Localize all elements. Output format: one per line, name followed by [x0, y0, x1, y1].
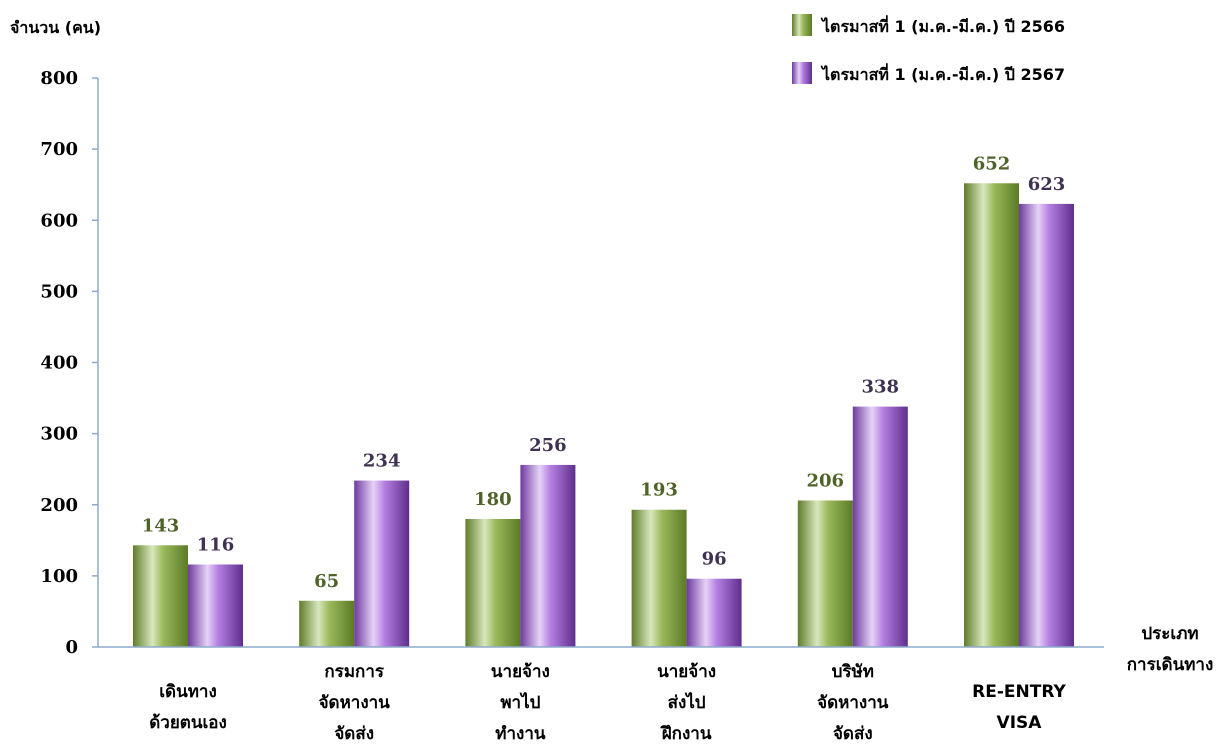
- data-label-s2-c5: 338: [862, 377, 900, 398]
- legend-swatch-2567: [792, 62, 812, 84]
- x-category-label-1-line-2: ด้วยตนเอง: [149, 713, 227, 733]
- data-label-s1-c5: 206: [807, 470, 845, 491]
- x-category-label-5-line-3: จัดส่ง: [833, 724, 873, 744]
- bar-s1-c3: [465, 518, 521, 647]
- bar-s1-c6: [964, 183, 1019, 647]
- data-label-s1-c6: 652: [973, 153, 1011, 174]
- y-tick-label-600: 600: [40, 210, 78, 231]
- legend-label-2567: ไตรมาสที่ 1 (ม.ค.-มี.ค.) ปี 2567: [820, 63, 1065, 84]
- x-category-label-4-line-2: ส่งไป: [668, 692, 706, 713]
- data-label-s2-c4: 96: [702, 549, 727, 570]
- x-axis-title-line-2: การเดินทาง: [1127, 655, 1214, 675]
- data-label-s1-c1: 143: [142, 515, 180, 536]
- data-label-s1-c2: 65: [314, 571, 339, 592]
- bar-s2-c6: [1019, 203, 1074, 648]
- data-label-s2-c1: 116: [197, 534, 235, 555]
- y-tick-label-200: 200: [40, 495, 78, 516]
- data-label-s2-c6: 623: [1028, 174, 1066, 195]
- bar-s2-c4: [686, 578, 742, 647]
- data-label-s1-c4: 193: [640, 480, 678, 501]
- bar-s2-c3: [520, 464, 576, 647]
- x-category-label-1-line-1: เดินทาง: [159, 682, 217, 702]
- bars: 143 65 180 193 206 652 116 234 256 96 338 623: [133, 153, 1074, 648]
- x-category-label-3-line-3: ทำงาน: [495, 724, 546, 744]
- x-category-label-3-line-2: พาไป: [500, 692, 540, 713]
- bar-s1-c5: [797, 500, 853, 647]
- x-category-label-5-line-1: บริษัท: [832, 662, 874, 682]
- x-category-label-5-line-2: จัดหางาน: [817, 693, 889, 713]
- y-tick-label-500: 500: [40, 281, 78, 302]
- y-tick-label-700: 700: [40, 139, 78, 160]
- legend: ไตรมาสที่ 1 (ม.ค.-มี.ค.) ปี 2566 ไตรมาสท…: [792, 14, 1065, 84]
- x-category-label-6-line-1: RE-ENTRY: [972, 682, 1066, 702]
- x-category-label-2-line-2: จัดหางาน: [319, 693, 391, 713]
- y-tick-label-300: 300: [40, 424, 78, 445]
- bar-s1-c2: [299, 600, 355, 647]
- y-axis-title: จำนวน (คน): [10, 18, 101, 37]
- x-category-label-2-line-3: จัดส่ง: [334, 724, 374, 744]
- x-category-label-3-line-1: นายจ้าง: [491, 662, 550, 682]
- data-label-s2-c2: 234: [363, 451, 401, 472]
- legend-swatch-2566: [792, 14, 812, 36]
- bar-s1-c1: [133, 545, 188, 647]
- y-tick-label-800: 800: [40, 68, 78, 89]
- bar-s2-c1: [188, 564, 243, 647]
- bar-s2-c2: [354, 480, 410, 647]
- x-category-label-6-line-2: VISA: [997, 713, 1043, 733]
- data-label-s2-c3: 256: [529, 435, 567, 456]
- bar-s1-c4: [631, 509, 687, 647]
- x-category-label-4-line-3: ฝึกงาน: [660, 724, 712, 744]
- y-axis: 0 100 200 300 400 500 600 700 800: [40, 68, 98, 658]
- data-label-s1-c3: 180: [474, 489, 512, 510]
- legend-label-2566: ไตรมาสที่ 1 (ม.ค.-มี.ค.) ปี 2566: [820, 15, 1065, 36]
- bar-s2-c5: [852, 406, 908, 647]
- x-axis-title-line-1: ประเภท: [1141, 624, 1198, 644]
- y-tick-label-100: 100: [40, 566, 78, 587]
- y-tick-label-400: 400: [40, 353, 78, 374]
- x-category-label-2-line-1: กรมการ: [324, 662, 384, 682]
- x-category-label-4-line-1: นายจ้าง: [657, 662, 716, 682]
- y-tick-label-0: 0: [65, 637, 78, 658]
